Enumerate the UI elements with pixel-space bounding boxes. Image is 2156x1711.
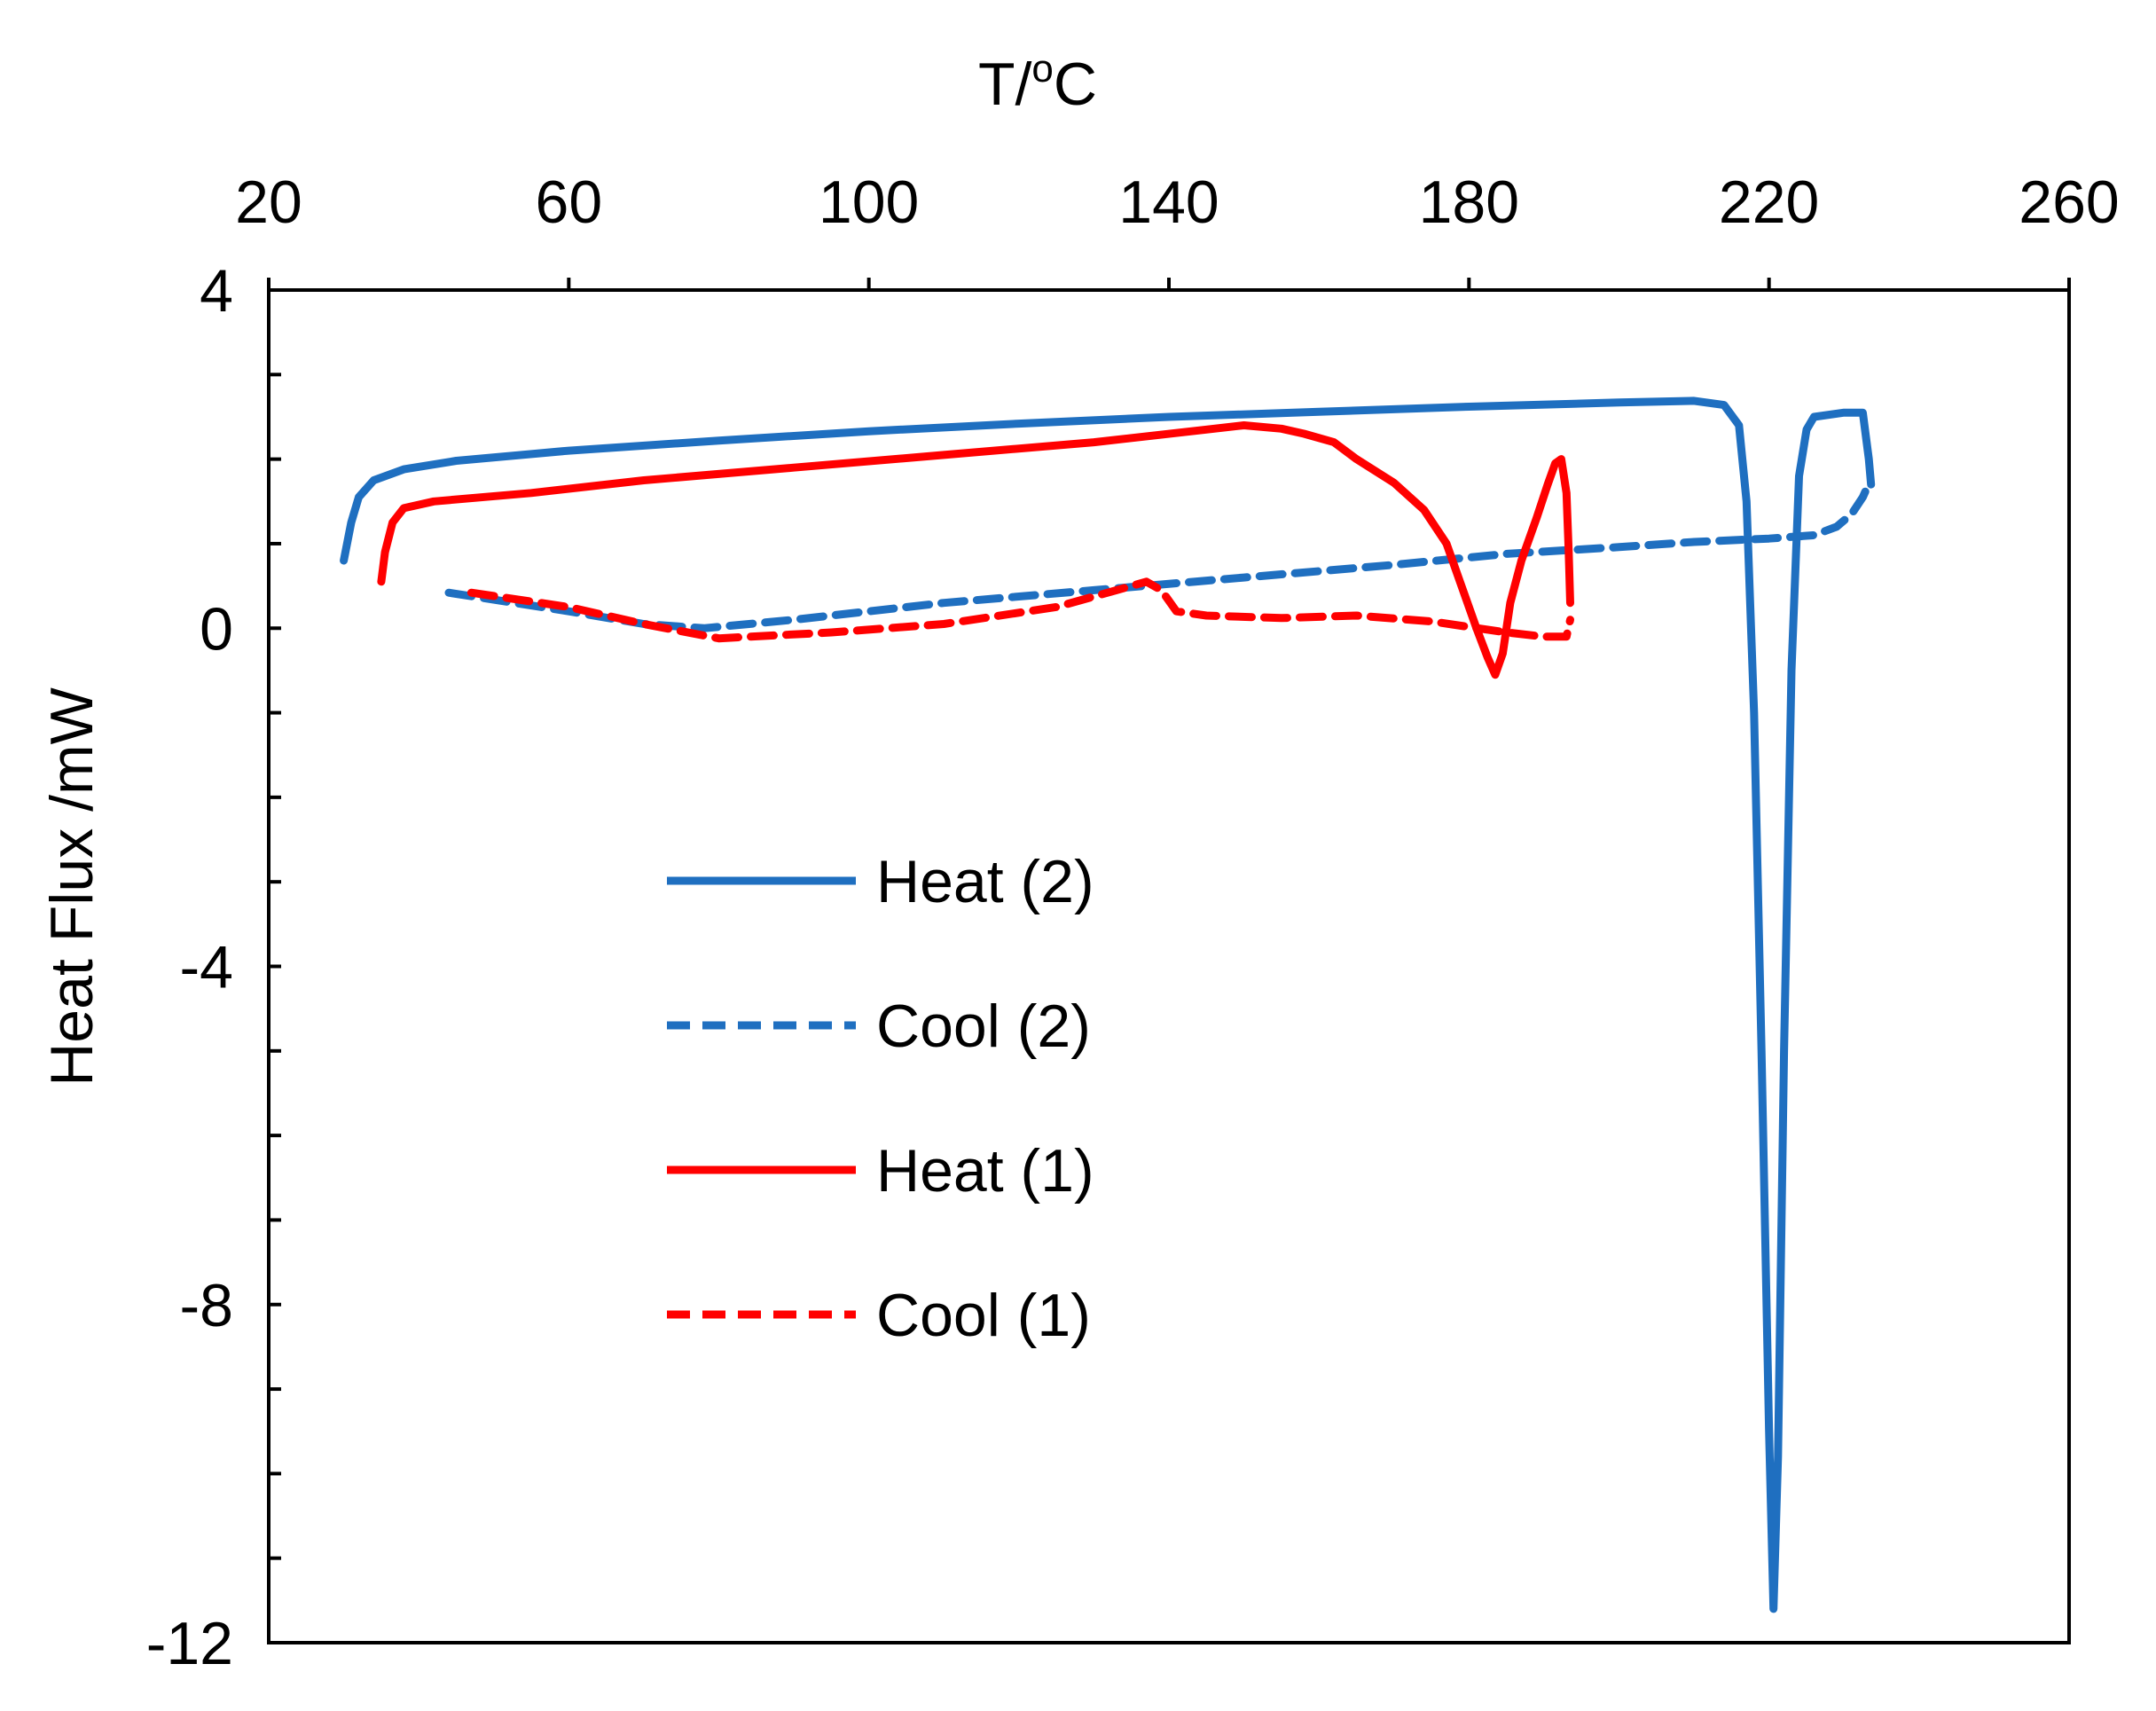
y-axis-title: Heat Flux /mW — [38, 687, 106, 1087]
y-tick-label: -8 — [180, 1272, 233, 1339]
x-tick-label: 260 — [2019, 169, 2119, 236]
series-layer — [340, 396, 1876, 1613]
series-line-2 — [444, 476, 1875, 632]
y-tick-label: 0 — [200, 595, 233, 663]
x-tick-label: 220 — [1719, 169, 1819, 236]
series-line-3 — [377, 421, 1574, 679]
y-tick-label: -4 — [180, 934, 233, 1001]
x-axis-title: T/oC — [978, 47, 1097, 118]
x-tick-label: 100 — [819, 169, 919, 236]
x-tick-label: 60 — [536, 169, 603, 236]
series-line-1 — [340, 396, 1876, 1613]
x-tick-label: 140 — [1118, 169, 1219, 236]
legend-label-2: Cool (2) — [876, 993, 1091, 1060]
y-tick-label: 4 — [200, 257, 233, 325]
series-line-4 — [466, 577, 1574, 643]
x-tick-label: 180 — [1419, 169, 1519, 236]
legend: Heat (2) Cool (2) Heat (1) Cool (1) — [667, 848, 1094, 1349]
legend-label-3: Heat (1) — [876, 1137, 1094, 1205]
legend-label-4: Cool (1) — [876, 1282, 1091, 1349]
x-tick-label: 20 — [235, 169, 302, 236]
y-axis-ticks: 4 0 -4 -8 -12 — [146, 257, 281, 1677]
y-tick-label: -12 — [146, 1610, 233, 1677]
legend-label-1: Heat (2) — [876, 848, 1094, 915]
x-axis-ticks: 20 60 100 140 180 220 260 — [235, 169, 2120, 290]
